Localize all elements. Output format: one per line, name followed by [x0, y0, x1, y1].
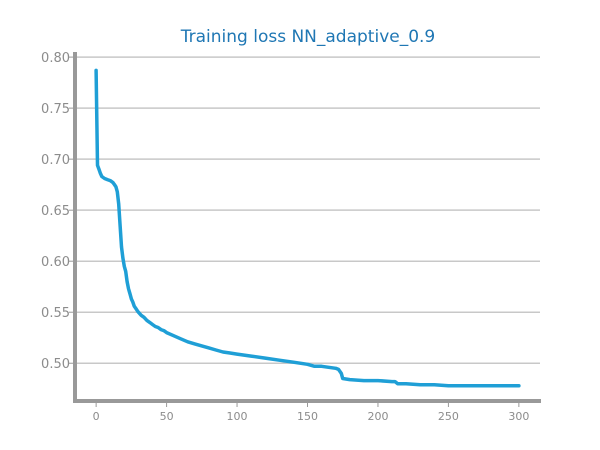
y-tick-label: 0.80 — [41, 51, 70, 66]
x-tick-label: 300 — [508, 410, 529, 423]
y-tick-label: 0.60 — [41, 255, 70, 270]
grid-layer — [69, 56, 540, 407]
chart-title: Training loss NN_adaptive_0.9 — [180, 27, 436, 47]
y-tick-label: 0.50 — [41, 357, 70, 372]
x-tick-labels: 0 50 100 150 200 250 300 — [93, 410, 530, 423]
x-tick-label: 50 — [160, 410, 174, 423]
y-tick-label: 0.75 — [41, 102, 70, 117]
series-layer — [94, 68, 521, 388]
x-tick-label: 250 — [438, 410, 459, 423]
y-tick-label: 0.65 — [41, 204, 70, 219]
x-tick-label: 0 — [93, 410, 100, 423]
x-tick-label: 100 — [227, 410, 248, 423]
y-tick-label: 0.70 — [41, 153, 70, 168]
axes-layer — [73, 52, 541, 403]
series-line — [94, 68, 521, 388]
x-tick-label: 200 — [367, 410, 388, 423]
y-tick-label: 0.55 — [41, 306, 70, 321]
x-tick-label: 150 — [297, 410, 318, 423]
y-tick-labels: 0.50 0.55 0.60 0.65 0.70 0.75 0.80 — [41, 51, 70, 372]
